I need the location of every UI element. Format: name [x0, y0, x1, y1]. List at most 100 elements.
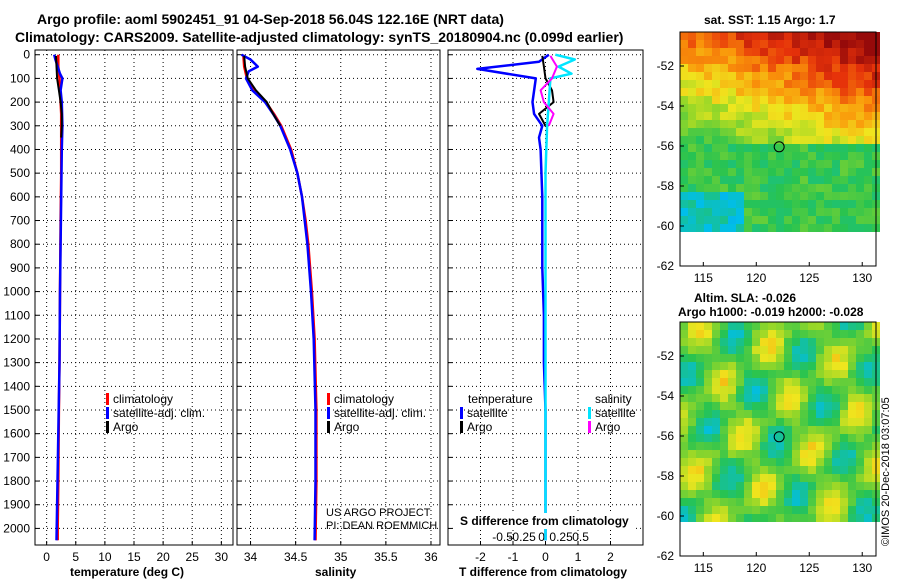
map-cell [720, 498, 728, 506]
map-cell [704, 128, 712, 136]
map-cell [864, 224, 872, 232]
map-cell [736, 434, 744, 442]
map-cell [760, 474, 768, 482]
map-cell [752, 192, 760, 200]
map-cell [840, 40, 848, 48]
map-cell [720, 112, 728, 120]
map-cell [688, 370, 696, 378]
map-cell [808, 112, 816, 120]
map-cell [840, 168, 848, 176]
map-cell [840, 96, 848, 104]
map-cell [864, 96, 872, 104]
map-cell [776, 394, 784, 402]
map-cell [712, 394, 720, 402]
x-tick-label: 34.5 [284, 550, 308, 564]
map-cell [800, 80, 808, 88]
map-cell [792, 482, 800, 490]
map-cell [728, 120, 736, 128]
map-cell [712, 56, 720, 64]
map-cell [808, 466, 816, 474]
map-cell [856, 208, 864, 216]
map-cell [720, 192, 728, 200]
legend3-salinity-heading: salinity [595, 392, 632, 406]
map-cell [768, 120, 776, 128]
map-cell [792, 88, 800, 96]
map-cell [792, 490, 800, 498]
map-cell [776, 184, 784, 192]
map-cell [824, 386, 832, 394]
map-cell [736, 514, 744, 522]
series-line-argo [55, 55, 63, 138]
map-cell [776, 458, 784, 466]
map-cell [816, 474, 824, 482]
map-cell [784, 474, 792, 482]
map-cell [768, 224, 776, 232]
map-cell [752, 56, 760, 64]
map-cell [848, 208, 856, 216]
map-cell [824, 168, 832, 176]
map-cell [824, 224, 832, 232]
map-cell [728, 40, 736, 48]
map-cell [856, 144, 864, 152]
map-cell [864, 120, 872, 128]
map-cell [832, 192, 840, 200]
map-cell [680, 160, 688, 168]
map-cell [768, 474, 776, 482]
map-cell [768, 32, 776, 40]
x-tick-label: 10 [98, 550, 112, 564]
map-cell [736, 160, 744, 168]
map-cell [712, 322, 720, 330]
map-cell [768, 450, 776, 458]
map-cell [856, 192, 864, 200]
map-cell [768, 208, 776, 216]
x-tick-label: 20 [156, 550, 170, 564]
map-cell [768, 40, 776, 48]
map-cell [840, 378, 848, 386]
sst-map-frame [679, 31, 877, 267]
map-cell [840, 474, 848, 482]
map-cell [720, 506, 728, 514]
map-cell [696, 112, 704, 120]
map-cell [840, 426, 848, 434]
map-cell [848, 152, 856, 160]
map-cell [808, 136, 816, 144]
map-cell [832, 514, 840, 522]
map-cell [776, 80, 784, 88]
map-cell [832, 482, 840, 490]
map-cell [720, 370, 728, 378]
map-cell [848, 120, 856, 128]
map-cell [696, 144, 704, 152]
legend3-s-argo: Argo [595, 420, 621, 434]
map-cell [728, 370, 736, 378]
map-cell [784, 72, 792, 80]
map-cell [864, 40, 872, 48]
map-cell [848, 224, 856, 232]
map-cell [752, 224, 760, 232]
map-cell [808, 386, 816, 394]
map-cell [728, 426, 736, 434]
difference-panel: -2 -1 0 1 2 -0.5-0.25 0 0.25 0.5 T difference f… [447, 49, 644, 579]
map-cell [728, 128, 736, 136]
map-cell [840, 346, 848, 354]
map-cell [688, 346, 696, 354]
map-cell [744, 386, 752, 394]
map-cell [864, 160, 872, 168]
map-cell [864, 514, 872, 522]
map-cell [736, 442, 744, 450]
map-cell [784, 176, 792, 184]
map-lon-label: 120 [746, 271, 766, 285]
map-cell [864, 386, 872, 394]
map-cell [728, 394, 736, 402]
map-cell [824, 128, 832, 136]
legend-swatch-satellite [106, 407, 109, 419]
map-cell [840, 394, 848, 402]
map-cell [712, 136, 720, 144]
map-cell [832, 450, 840, 458]
map-cell [832, 56, 840, 64]
map-cell [760, 442, 768, 450]
map-cell [800, 104, 808, 112]
map-cell [680, 72, 688, 80]
map-cell [680, 96, 688, 104]
map-cell [840, 498, 848, 506]
map-cell [800, 96, 808, 104]
